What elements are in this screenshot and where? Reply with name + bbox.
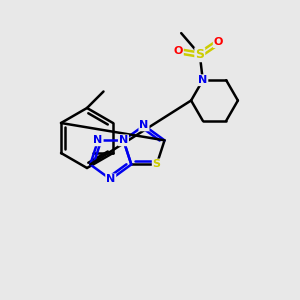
- Text: N: N: [119, 135, 128, 145]
- Text: S: S: [195, 48, 204, 61]
- Text: N: N: [106, 174, 116, 184]
- Text: N: N: [198, 75, 207, 85]
- Text: S: S: [153, 160, 161, 170]
- Text: N: N: [140, 120, 148, 130]
- Text: N: N: [93, 135, 103, 145]
- Text: O: O: [214, 37, 223, 47]
- Text: O: O: [173, 46, 183, 56]
